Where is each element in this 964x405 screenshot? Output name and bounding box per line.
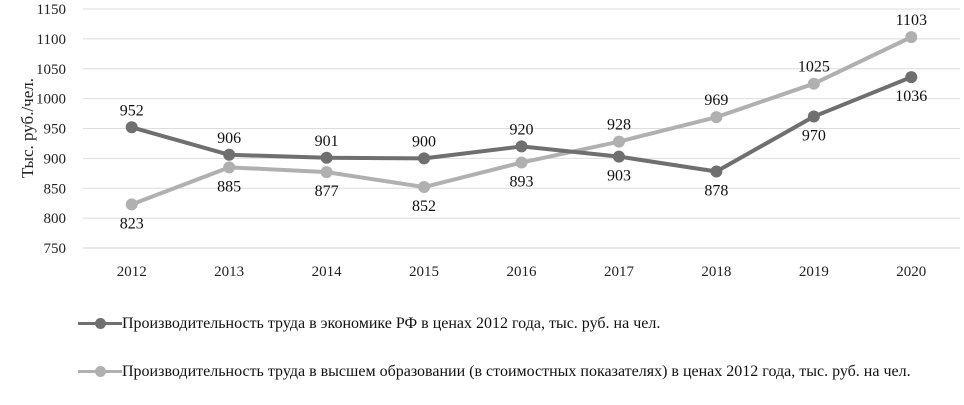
legend-item-economy: Производительность труда в экономике РФ … [78,314,938,334]
data-label: 920 [510,121,534,138]
x-tick-label: 2012 [117,264,147,280]
x-tick-label: 2020 [896,264,926,280]
y-tick-label: 850 [44,181,67,197]
series-layer [125,31,918,211]
data-point [125,121,138,134]
data-label: 903 [607,168,631,185]
data-point [223,161,236,174]
data-label: 901 [315,133,339,150]
y-tick-label: 800 [44,211,67,227]
data-label: 877 [315,183,339,200]
x-tick-label: 2018 [701,264,731,280]
data-point [418,152,431,165]
data-point [612,150,625,163]
data-labels-layer: 952 906 901 900 920 903 878 970 1036 823 885 877 852… [120,12,928,232]
data-label: 852 [412,198,436,215]
y-axis-label: Тыс. руб./чел. [18,78,37,178]
legend-item-higher-education: Производительность труда в высшем образо… [78,362,938,382]
data-label: 878 [704,183,728,200]
line-chart: 750 800 850 900 950 1000 1050 1100 1150 2012 2013… [18,2,960,280]
legend-label-economy: Производительность труда в экономике РФ … [122,315,661,332]
data-label: 928 [607,117,631,134]
data-point [125,198,138,211]
data-label: 893 [510,174,534,191]
data-label: 885 [217,178,241,195]
data-point [320,166,333,179]
data-label: 952 [120,102,144,119]
data-label: 823 [120,215,144,232]
data-point [905,31,918,44]
data-point [710,165,723,178]
data-label: 970 [802,128,826,145]
data-point [223,148,236,161]
y-tick-label: 1000 [36,92,66,108]
data-point [612,135,625,148]
data-label: 900 [412,133,436,150]
data-point [807,77,820,90]
data-point [320,151,333,164]
x-tick-label: 2013 [214,264,244,280]
y-tick-label: 950 [44,122,67,138]
data-point [710,111,723,124]
data-point [515,156,528,169]
y-axis-ticks: 750 800 850 900 950 1000 1050 1100 1150 [36,2,66,257]
x-tick-label: 2016 [507,264,538,280]
data-label: 1025 [798,59,830,76]
x-tick-label: 2015 [409,264,439,280]
data-point [905,71,918,84]
x-axis-ticks: 2012 2013 2014 2015 2016 2017 2018 2019 2020 [117,264,927,280]
data-label: 1103 [896,12,927,29]
y-tick-label: 900 [44,151,67,167]
data-point [418,181,431,194]
x-tick-label: 2019 [799,264,829,280]
y-tick-label: 750 [44,241,67,257]
y-tick-label: 1150 [37,2,66,18]
y-tick-label: 1100 [37,32,66,48]
data-label: 969 [704,92,728,109]
legend-swatch-higher-education [78,365,122,378]
data-point [515,140,528,153]
data-label: 1036 [895,88,927,105]
legend-swatch-economy [78,317,122,330]
data-point [807,110,820,123]
y-tick-label: 1050 [36,62,66,78]
data-label: 906 [217,130,241,147]
x-tick-label: 2017 [604,264,635,280]
legend-label-higher-education: Производительность труда в высшем образо… [122,363,911,380]
x-tick-label: 2014 [312,264,343,280]
